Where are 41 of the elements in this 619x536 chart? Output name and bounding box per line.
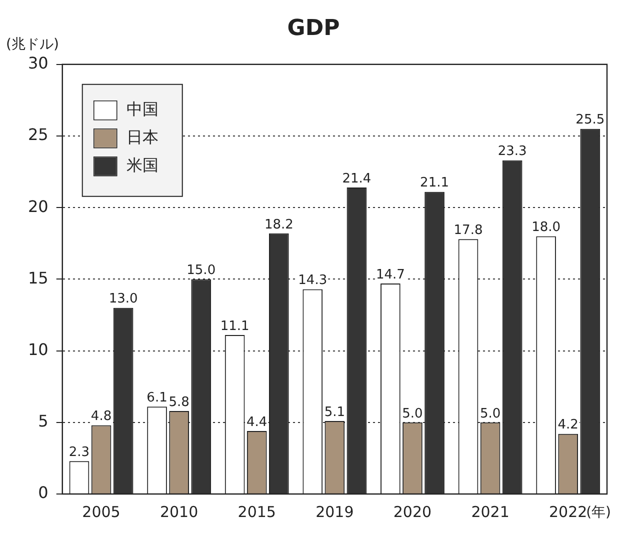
data-label: 11.1 (220, 318, 250, 334)
data-label: 6.1 (146, 390, 168, 406)
legend-label: 日本 (126, 128, 158, 147)
data-label: 18.0 (532, 220, 561, 236)
data-label: 4.8 (90, 409, 112, 424)
x-tick-label: 2019 (316, 502, 354, 521)
data-label: 13.0 (108, 292, 138, 307)
data-label: 2.3 (68, 444, 90, 460)
y-tick-label: 15 (28, 268, 48, 288)
data-label: 14.7 (376, 267, 405, 282)
legend-label: 中国 (126, 100, 158, 119)
data-label: 21.4 (342, 171, 372, 186)
y-tick-label: 25 (28, 125, 48, 144)
y-tick-label: 10 (28, 340, 48, 359)
x-tick-label: 2021 (471, 502, 510, 521)
data-label: 23.3 (498, 144, 527, 160)
x-tick-label: 2020 (393, 502, 432, 521)
data-label: 4.4 (246, 414, 268, 430)
data-label: 5.1 (324, 404, 346, 420)
chart-title: GDP (287, 16, 340, 41)
data-label: 15.0 (186, 263, 216, 278)
data-label: 5.8 (168, 394, 190, 410)
y-tick-label: 20 (28, 196, 48, 216)
y-axis-title: (兆ドル) (6, 36, 59, 53)
x-axis-title: (年) (586, 504, 611, 521)
x-tick-label: 2010 (160, 502, 198, 521)
data-label: 25.5 (576, 112, 605, 128)
data-label: 4.2 (558, 418, 578, 433)
data-label: 17.8 (454, 222, 483, 238)
x-tick-label: 2022 (549, 502, 588, 521)
y-tick-label: 30 (28, 54, 48, 73)
data-label: 21.1 (420, 176, 450, 191)
x-tick-label: 2015 (238, 502, 276, 521)
x-tick-label: 2005 (82, 502, 120, 521)
legend-label: 米国 (126, 156, 158, 175)
data-label: 18.2 (264, 217, 294, 232)
y-tick-label: 5 (38, 412, 48, 431)
y-tick-label: 0 (38, 483, 48, 502)
data-label: 5.0 (402, 406, 423, 422)
data-label: 14.3 (298, 273, 328, 288)
data-label: 5.0 (480, 406, 501, 422)
